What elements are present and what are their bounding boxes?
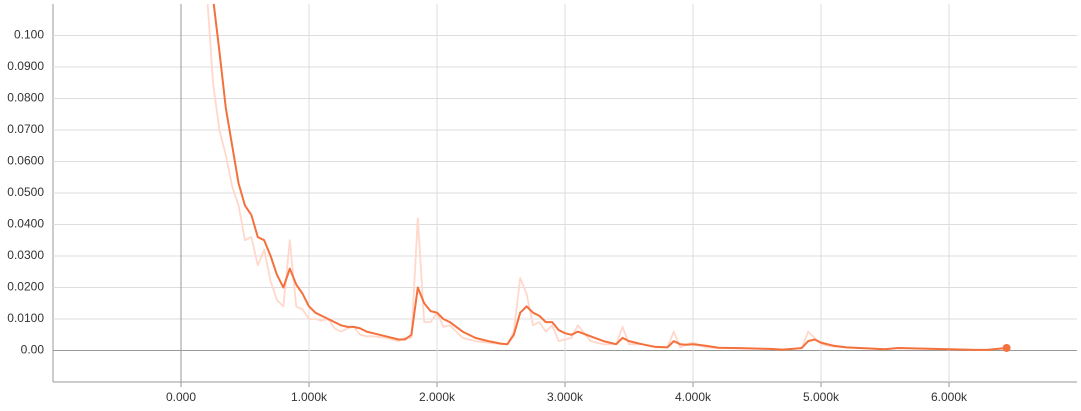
y-tick-label: 0.0400 xyxy=(7,217,44,231)
y-tick-label: 0.0700 xyxy=(7,122,44,136)
y-tick-label: 0.00 xyxy=(21,343,45,357)
end-point xyxy=(1002,343,1011,352)
y-tick-label: 0.100 xyxy=(14,28,44,42)
y-tick-label: 0.0500 xyxy=(7,185,44,199)
x-tick-label: 0.000 xyxy=(166,390,196,404)
x-tick-label: 3.000k xyxy=(547,390,584,404)
y-tick-label: 0.0100 xyxy=(7,311,44,325)
x-tick-label: 6.000k xyxy=(931,390,968,404)
x-tick-label: 2.000k xyxy=(419,390,456,404)
plot xyxy=(53,4,1077,382)
series-line xyxy=(212,4,1007,351)
y-tick-label: 0.0900 xyxy=(7,59,44,73)
x-tick-label: 1.000k xyxy=(291,390,328,404)
y-tick-label: 0.0800 xyxy=(7,91,44,105)
series-line xyxy=(206,4,1007,351)
y-tick-label: 0.0300 xyxy=(7,248,44,262)
y-tick-label: 0.0200 xyxy=(7,280,44,294)
x-tick-label: 4.000k xyxy=(675,390,712,404)
y-tick-label: 0.0600 xyxy=(7,154,44,168)
x-tick-label: 5.000k xyxy=(803,390,840,404)
